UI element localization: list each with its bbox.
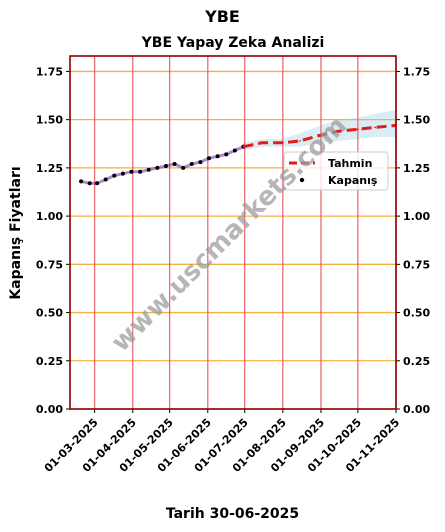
y-tick-label: 0.50 (36, 307, 63, 320)
y-tick-label-right: 0.00 (403, 403, 430, 416)
y-tick-label-right: 0.75 (403, 258, 430, 271)
legend-forecast-label: Tahmin (328, 157, 372, 170)
close-point (87, 181, 92, 186)
close-point (172, 162, 177, 167)
close-point (112, 173, 117, 178)
chart-subtitle: YBE Yapay Zeka Analizi (141, 35, 325, 51)
forecast-point (356, 128, 359, 131)
y-tick-label: 1.75 (36, 65, 63, 78)
y-tick-label: 0.00 (36, 403, 63, 416)
chart-title: YBE (205, 7, 240, 26)
legend-close-label: Kapanış (328, 174, 378, 187)
forecast-point (299, 139, 301, 142)
close-point (129, 169, 134, 174)
y-tick-label: 0.75 (36, 258, 63, 271)
legend-box (283, 151, 389, 191)
close-point (95, 181, 100, 186)
forecast-point (374, 126, 376, 129)
y-tick-label-right: 1.75 (403, 65, 430, 78)
y-tick-label-right: 0.25 (403, 355, 430, 368)
y-tick-label: 0.25 (36, 355, 63, 368)
close-point (198, 160, 203, 165)
forecast-point (281, 141, 284, 144)
y-tick-label: 1.50 (36, 114, 63, 127)
close-point (103, 177, 108, 182)
close-point (215, 154, 220, 159)
close-point (163, 163, 168, 168)
close-point (207, 156, 212, 161)
y-tick-label-right: 0.50 (403, 307, 430, 320)
legend-close-swatch (299, 177, 305, 183)
y-tick-label-right: 1.50 (403, 114, 430, 127)
y-tick-label-right: 1.00 (403, 210, 430, 223)
close-point (224, 152, 229, 157)
close-point (79, 179, 84, 184)
y-tick-label: 1.00 (36, 210, 63, 223)
y-tick-label-right: 1.25 (403, 162, 430, 175)
close-point (155, 165, 160, 170)
x-axis-label: Tarih 30-06-2025 (165, 506, 300, 522)
close-point (120, 171, 125, 176)
close-point (146, 167, 151, 172)
forecast-point (242, 145, 245, 148)
close-point (181, 165, 186, 170)
y-tick-label: 1.25 (36, 162, 63, 175)
watermark-text: www.uscmarkets.com (106, 111, 353, 358)
forecast-point (261, 141, 263, 144)
close-point (138, 169, 143, 174)
forecast-point (337, 130, 340, 133)
plot-frame (69, 55, 397, 410)
close-point (189, 162, 194, 167)
close-point (232, 148, 237, 153)
forecast-point (320, 134, 322, 136)
